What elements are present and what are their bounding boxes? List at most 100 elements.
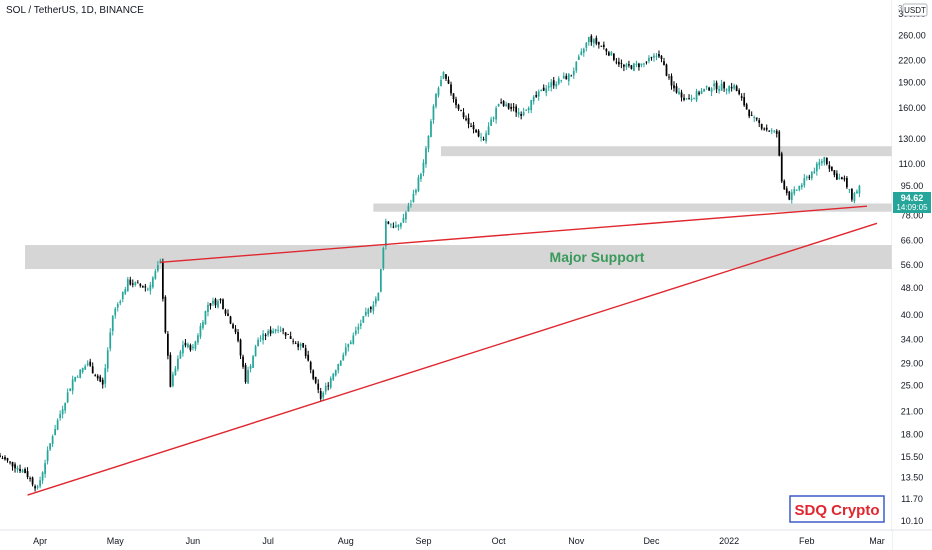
candle bbox=[174, 366, 177, 376]
candle bbox=[64, 402, 67, 414]
candle-body bbox=[164, 296, 167, 333]
candle-body bbox=[607, 52, 610, 56]
candle-body bbox=[745, 104, 748, 110]
candle bbox=[26, 467, 29, 480]
candle bbox=[96, 374, 99, 381]
candle-body bbox=[710, 88, 713, 92]
candle bbox=[66, 388, 69, 404]
candle-body bbox=[422, 162, 425, 174]
candle-body bbox=[570, 75, 573, 77]
currency-badge-box[interactable] bbox=[902, 3, 928, 17]
candle-body bbox=[645, 61, 648, 63]
candle bbox=[858, 184, 861, 198]
candle bbox=[602, 41, 605, 50]
candle bbox=[357, 323, 360, 334]
candle-body bbox=[577, 56, 580, 60]
candle bbox=[505, 101, 508, 107]
candle-body bbox=[592, 39, 595, 44]
candle-body bbox=[427, 135, 430, 149]
candle bbox=[805, 175, 808, 181]
time-axis[interactable] bbox=[0, 531, 892, 550]
candle-body bbox=[372, 304, 375, 311]
x-tick-label: Jul bbox=[262, 536, 274, 546]
candle-body bbox=[84, 366, 87, 370]
candle bbox=[540, 89, 543, 92]
candle-body bbox=[540, 89, 543, 92]
candle-body bbox=[695, 91, 698, 101]
candle bbox=[537, 89, 540, 101]
candle-body bbox=[149, 285, 152, 291]
candle bbox=[615, 58, 618, 65]
candle-body bbox=[450, 84, 452, 94]
candle bbox=[327, 382, 330, 391]
candle bbox=[635, 60, 638, 68]
candle-body bbox=[477, 130, 480, 137]
candle bbox=[795, 189, 798, 192]
candle-body bbox=[462, 112, 465, 118]
candle bbox=[264, 333, 267, 341]
candle-body bbox=[324, 385, 327, 392]
candle-body bbox=[234, 328, 237, 333]
candle bbox=[690, 94, 693, 102]
candle-body bbox=[725, 89, 728, 91]
candle bbox=[455, 96, 457, 109]
candle-body bbox=[239, 339, 242, 356]
candle-body bbox=[121, 292, 124, 300]
candle bbox=[267, 329, 269, 337]
candle bbox=[182, 340, 184, 357]
candle bbox=[179, 349, 182, 359]
candle bbox=[670, 73, 673, 90]
candle bbox=[354, 326, 357, 336]
candle-body bbox=[665, 64, 668, 76]
candle bbox=[39, 476, 41, 489]
support-zone bbox=[25, 245, 893, 270]
candle-body bbox=[410, 203, 412, 205]
candle bbox=[595, 35, 598, 46]
candle bbox=[638, 62, 640, 71]
candle-body bbox=[247, 369, 249, 384]
candle bbox=[124, 286, 127, 295]
trendline bbox=[27, 222, 878, 496]
candle bbox=[467, 113, 470, 129]
candle bbox=[612, 52, 615, 62]
candle bbox=[510, 103, 513, 112]
candle-body bbox=[257, 339, 259, 347]
time-axis-ticks: Apr May Jun Jul Aug Sep Oct Nov Dec 2022 Feb Mar bbox=[33, 536, 885, 546]
candle-body bbox=[435, 94, 437, 107]
y-tick-label: 260.00 bbox=[898, 31, 926, 41]
candles bbox=[0, 34, 861, 492]
candle bbox=[49, 443, 51, 451]
candle-body bbox=[467, 117, 470, 125]
candle-body bbox=[740, 96, 743, 98]
candle-body bbox=[605, 48, 608, 52]
candle-body bbox=[728, 85, 731, 92]
candle bbox=[14, 462, 16, 473]
candle-body bbox=[547, 86, 550, 88]
candle-body bbox=[299, 343, 302, 347]
candle-body bbox=[54, 429, 57, 436]
candle bbox=[425, 145, 427, 168]
candle-body bbox=[417, 177, 420, 191]
candle-body bbox=[693, 98, 695, 100]
candle-body bbox=[648, 57, 650, 62]
candle bbox=[618, 57, 620, 67]
candle bbox=[700, 87, 703, 95]
candle bbox=[810, 171, 813, 181]
candle-body bbox=[287, 333, 290, 335]
candle bbox=[209, 303, 212, 310]
candle-body bbox=[227, 313, 229, 316]
candle-body bbox=[512, 106, 515, 108]
candle-body bbox=[279, 330, 282, 332]
candle-body bbox=[172, 374, 174, 386]
candle bbox=[194, 340, 197, 351]
candle-body bbox=[309, 362, 312, 370]
candle-body bbox=[364, 311, 367, 316]
candle bbox=[61, 405, 64, 419]
candle-body bbox=[397, 224, 400, 227]
candle bbox=[517, 107, 520, 118]
candle-body bbox=[730, 87, 733, 89]
price-axis[interactable] bbox=[892, 0, 932, 530]
candle bbox=[222, 298, 224, 310]
candle-body bbox=[567, 74, 570, 82]
